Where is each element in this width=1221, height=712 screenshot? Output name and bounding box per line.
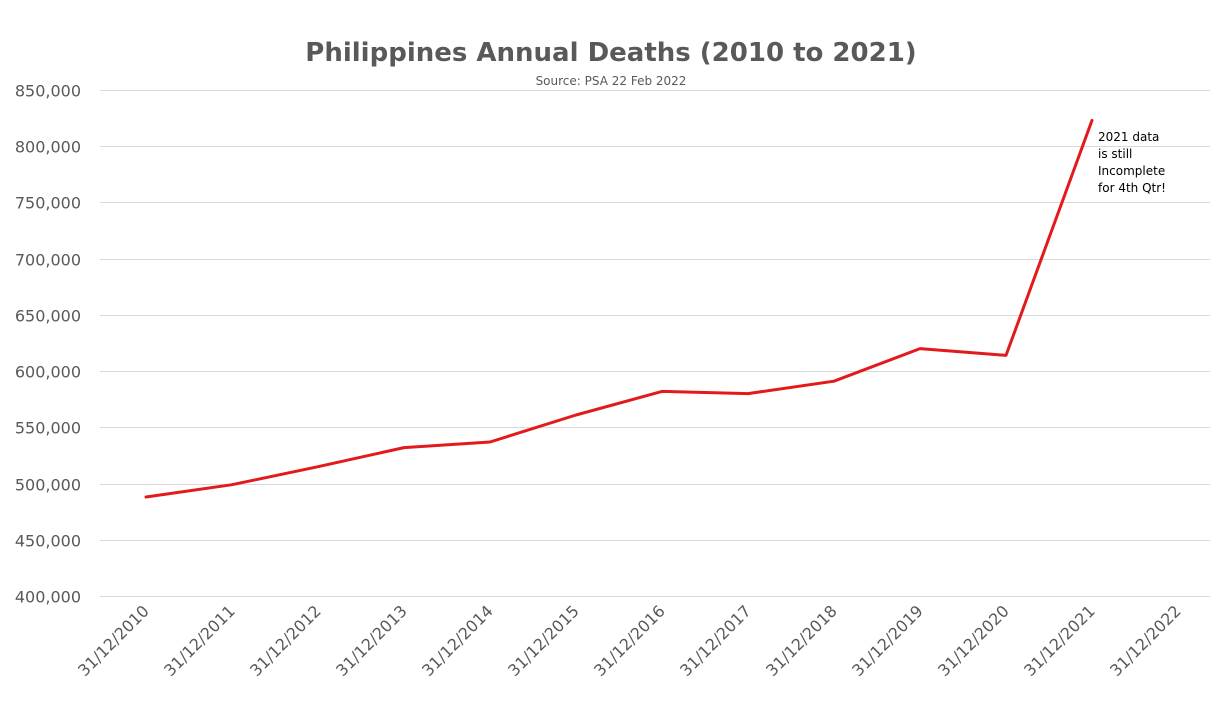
x-tick-label: 31/12/2015	[504, 601, 583, 680]
x-tick-label: 31/12/2010	[74, 601, 153, 680]
x-tick-label: 31/12/2021	[1020, 601, 1099, 680]
y-tick-label: 450,000	[15, 532, 81, 551]
chart-subtitle: Source: PSA 22 Feb 2022	[536, 74, 687, 88]
y-tick-label: 750,000	[15, 194, 81, 213]
x-tick-label: 31/12/2014	[418, 601, 497, 680]
x-axis-tick-labels: 31/12/2010 31/12/2011 31/12/2012 31/12/2013…	[74, 601, 1185, 680]
y-tick-label: 850,000	[15, 82, 81, 101]
y-axis-tick-labels: 400,000 450,000 500,000 550,000 600,000 650,0…	[15, 82, 81, 607]
annotation-line: is still	[1098, 147, 1132, 161]
y-tick-label: 550,000	[15, 419, 81, 438]
x-tick-label: 31/12/2017	[676, 601, 755, 680]
annotation-line: Incomplete	[1098, 164, 1165, 178]
x-tick-label: 31/12/2016	[590, 601, 669, 680]
y-tick-label: 400,000	[15, 588, 81, 607]
y-tick-label: 700,000	[15, 251, 81, 270]
gridlines	[100, 90, 1210, 597]
series	[144, 118, 1094, 499]
x-tick-label: 31/12/2012	[246, 601, 325, 680]
y-tick-label: 800,000	[15, 138, 81, 157]
x-tick-label: 31/12/2018	[762, 601, 841, 680]
series-line	[144, 118, 1094, 499]
x-tick-label: 31/12/2011	[160, 601, 239, 680]
chart-title: Philippines Annual Deaths (2010 to 2021)	[305, 38, 916, 68]
x-tick-label: 31/12/2019	[848, 601, 927, 680]
annotation-line: for 4th Qtr!	[1098, 181, 1166, 195]
y-tick-label: 600,000	[15, 363, 81, 382]
x-tick-label: 31/12/2020	[934, 601, 1013, 680]
annotation-line: 2021 data	[1098, 130, 1159, 144]
y-tick-label: 650,000	[15, 307, 81, 326]
x-tick-label: 31/12/2013	[332, 601, 411, 680]
annotations: 2021 data is still Incomplete for 4th Qtr!	[1098, 130, 1166, 195]
x-tick-label: 31/12/2022	[1106, 601, 1185, 680]
y-tick-label: 500,000	[15, 476, 81, 495]
